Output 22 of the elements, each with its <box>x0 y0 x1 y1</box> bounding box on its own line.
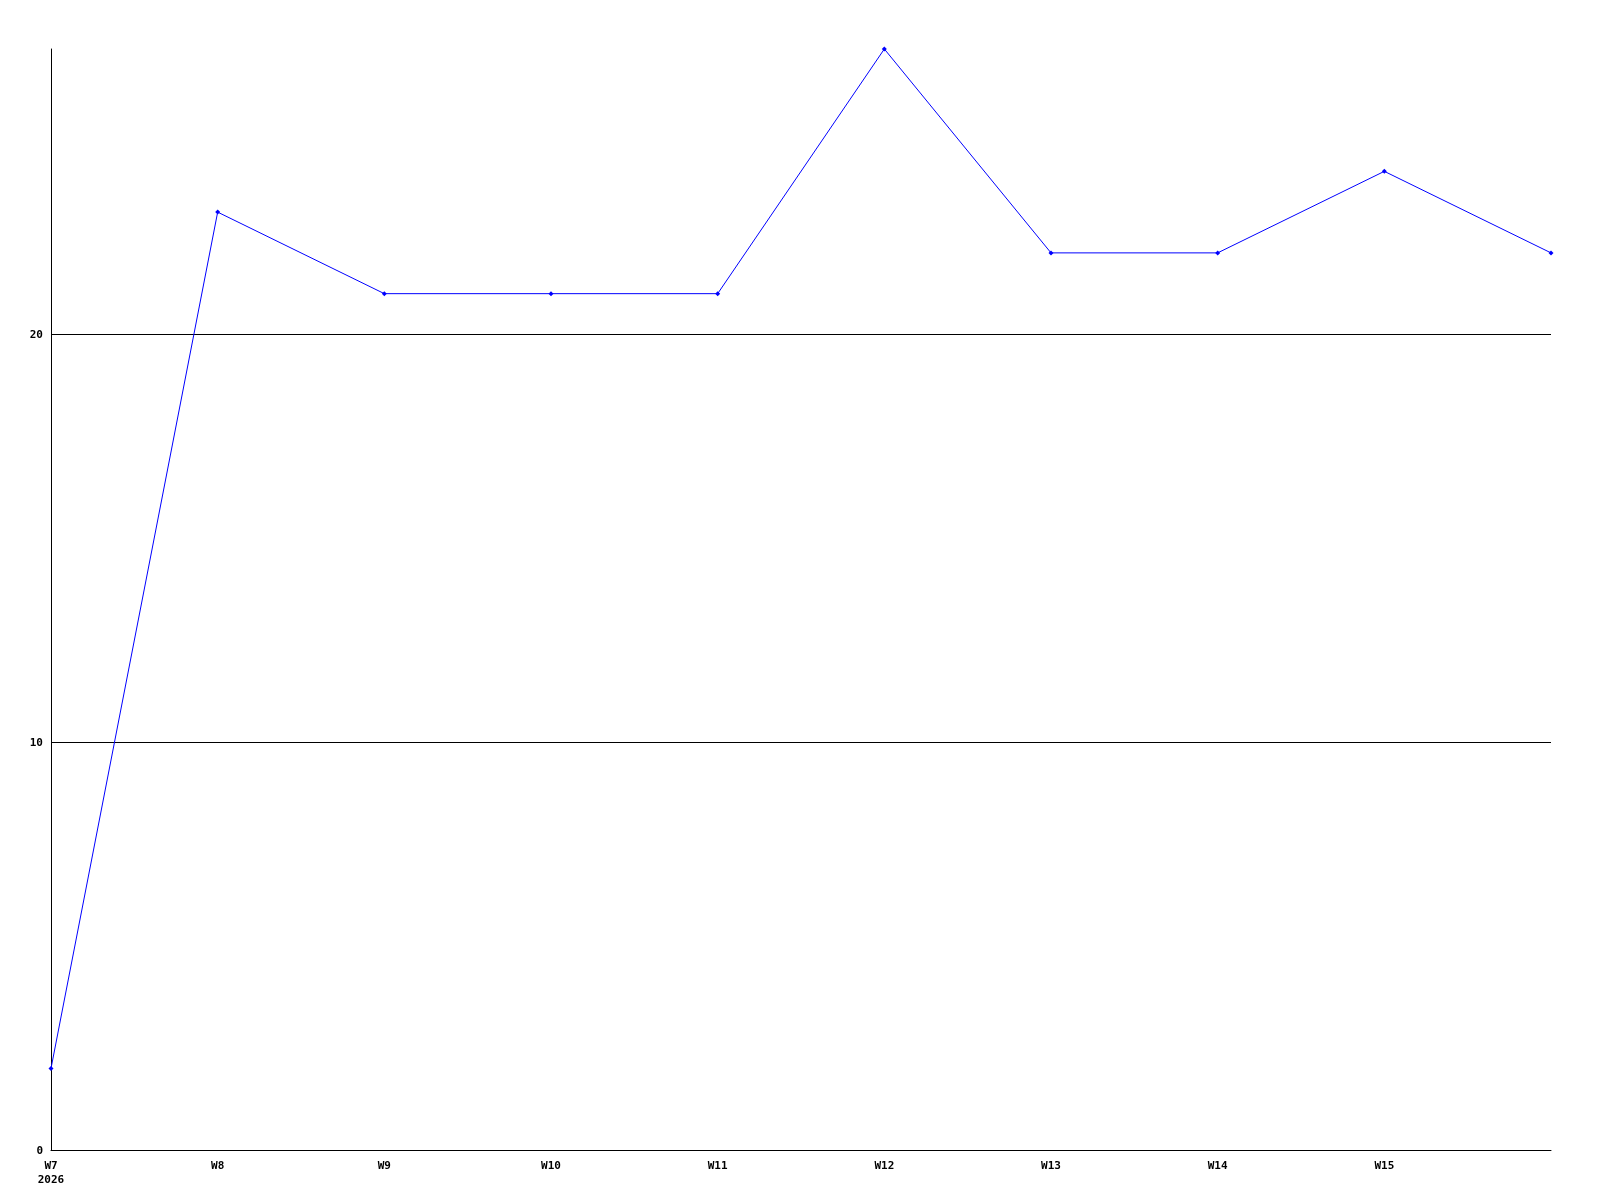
point <box>381 291 387 297</box>
point <box>548 291 554 297</box>
point <box>1215 250 1221 256</box>
point <box>1381 168 1387 174</box>
point <box>881 46 887 52</box>
x-tick-label: W15 <box>1374 1158 1395 1172</box>
point <box>1048 250 1054 256</box>
x-tick-label: W11 <box>707 1158 728 1172</box>
x-tick-label: W8 <box>211 1158 225 1172</box>
x-tick-label: W7 2026 <box>37 1158 65 1186</box>
point <box>1548 250 1554 256</box>
x-tick-label: W14 <box>1207 1158 1228 1172</box>
y-tick-label: 10 <box>29 735 43 749</box>
x-tick-label: W13 <box>1041 1158 1061 1172</box>
point <box>215 209 221 215</box>
y-tick-label: 0 <box>36 1143 43 1157</box>
point <box>715 291 721 297</box>
x-tick-label: W12 <box>874 1158 895 1172</box>
y-tick-label: 20 <box>29 327 43 341</box>
x-tick-label: W10 <box>541 1158 561 1172</box>
x-tick-label: W9 <box>377 1158 391 1172</box>
point <box>48 1065 54 1071</box>
